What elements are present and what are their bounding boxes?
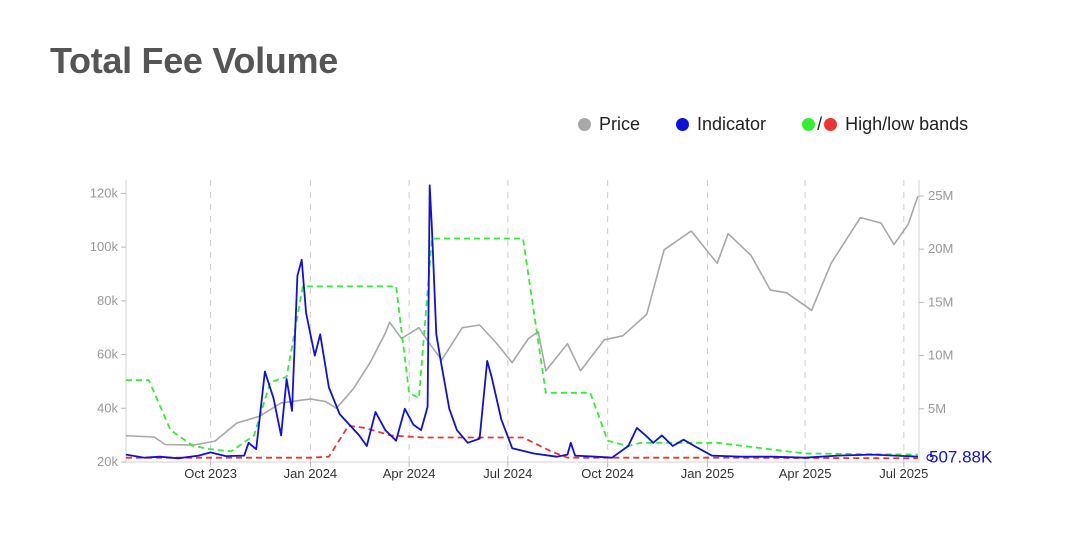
x-tick-label: Jan 2024	[284, 466, 338, 481]
x-tick-label: Oct 2023	[184, 466, 237, 481]
legend-swatch-low-band	[824, 118, 838, 131]
y-left-tick-label: 20k	[97, 454, 118, 469]
legend-label-bands: High/low bands	[845, 114, 969, 134]
legend-item-price[interactable]: Price	[578, 114, 640, 135]
legend-label-price: Price	[599, 114, 641, 134]
indicator-series-line	[125, 184, 918, 460]
high-band-series-line	[126, 237, 918, 456]
y-right-tick-label: 15M	[928, 294, 953, 309]
y-left-tick-label: 80k	[97, 293, 118, 308]
y-left-tick-label: 60k	[97, 347, 118, 362]
legend-swatch-indicator	[676, 118, 690, 131]
x-tick-label: Jul 2025	[879, 466, 928, 481]
y-left-tick-label: 40k	[97, 400, 118, 415]
y-right-tick-label: 25M	[928, 188, 953, 203]
legend-item-bands[interactable]: / High/low bands	[802, 114, 968, 135]
latest-value-label: 507.88K	[929, 448, 993, 467]
legend-slash: /	[817, 114, 823, 134]
legend-swatch-high-band	[802, 118, 816, 131]
y-right-tick-label: 5M	[928, 401, 946, 416]
y-left-tick-label: 120k	[90, 185, 119, 200]
y-right-tick-label: 20M	[928, 241, 953, 256]
x-tick-label: Jan 2025	[681, 466, 735, 481]
latest-value-marker	[926, 453, 934, 462]
legend-item-indicator[interactable]: Indicator	[676, 114, 766, 135]
legend-swatch-price	[578, 118, 591, 131]
x-tick-label: Apr 2025	[779, 466, 832, 481]
legend-label-indicator: Indicator	[697, 114, 767, 134]
x-tick-label: Jul 2024	[483, 466, 532, 481]
chart-title: Total Fee Volume	[50, 40, 338, 81]
y-left-tick-label: 100k	[90, 239, 119, 254]
x-tick-label: Apr 2024	[383, 466, 436, 481]
price-series-line	[125, 195, 919, 446]
chart-legend: Price Indicator / High/low bands	[578, 114, 968, 135]
y-right-tick-label: 10M	[928, 348, 953, 363]
x-tick-label: Oct 2024	[581, 466, 634, 481]
